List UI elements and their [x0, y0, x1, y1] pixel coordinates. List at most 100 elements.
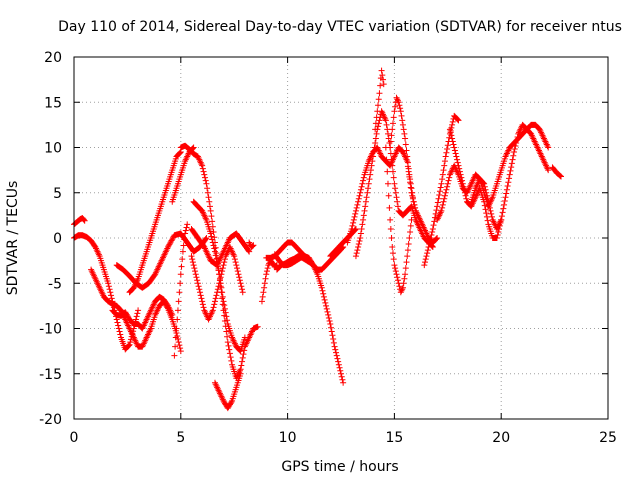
data-point	[498, 213, 505, 220]
data-point	[260, 289, 267, 296]
data-series	[434, 162, 505, 232]
data-point	[221, 302, 228, 309]
data-point	[385, 192, 392, 199]
data-point	[227, 354, 234, 361]
y-tick-label: -10	[39, 322, 62, 338]
data-point	[407, 228, 414, 235]
data-point	[378, 67, 385, 74]
data-point	[250, 242, 257, 249]
data-point	[431, 218, 438, 225]
data-point	[361, 207, 368, 214]
data-point	[495, 228, 502, 235]
data-point	[177, 348, 184, 355]
data-point	[254, 323, 261, 330]
data-point	[386, 139, 393, 146]
data-point	[195, 283, 202, 290]
data-point	[482, 206, 489, 213]
data-point	[444, 180, 451, 187]
data-point	[126, 341, 133, 348]
data-point	[105, 280, 112, 287]
data-point	[180, 242, 187, 249]
data-series	[352, 108, 436, 260]
data-point	[373, 114, 380, 121]
data-point	[370, 153, 377, 160]
data-point	[386, 204, 393, 211]
data-point	[454, 116, 461, 123]
data-point	[423, 253, 430, 260]
data-point	[439, 176, 446, 183]
data-point	[453, 153, 460, 160]
data-point	[239, 289, 246, 296]
data-point	[503, 190, 510, 197]
data-point	[167, 240, 174, 247]
data-point	[354, 247, 361, 254]
data-point	[355, 198, 362, 205]
data-point	[503, 186, 510, 193]
data-series	[421, 112, 462, 269]
data-point	[177, 345, 184, 352]
data-point	[446, 126, 453, 133]
data-point	[323, 302, 330, 309]
data-point	[356, 192, 363, 199]
data-point	[442, 189, 449, 196]
data-point	[448, 124, 455, 131]
data-point	[174, 333, 181, 340]
data-point	[165, 242, 172, 249]
data-point	[232, 259, 239, 266]
data-point	[238, 362, 245, 369]
data-point	[220, 262, 227, 269]
data-point	[376, 90, 383, 97]
data-point	[216, 275, 223, 282]
data-point	[210, 242, 217, 249]
data-point	[496, 222, 503, 229]
data-point	[338, 370, 344, 377]
data-point	[213, 256, 220, 263]
data-point	[445, 177, 452, 184]
data-point	[430, 222, 437, 229]
data-point	[328, 324, 335, 331]
data-point	[206, 203, 213, 210]
data-point	[459, 180, 466, 187]
data-point	[448, 132, 455, 139]
data-point	[405, 241, 412, 248]
data-point	[238, 283, 245, 290]
data-point	[454, 156, 461, 163]
data-point	[231, 256, 238, 263]
data-point	[397, 108, 404, 115]
data-point	[115, 322, 122, 329]
data-point	[441, 158, 448, 165]
data-point	[379, 72, 386, 79]
data-point	[189, 256, 196, 263]
data-point	[407, 180, 414, 187]
data-point	[438, 207, 445, 214]
y-tick-label: 5	[53, 186, 62, 202]
data-point	[360, 174, 367, 181]
data-point	[380, 81, 387, 88]
data-point	[395, 99, 402, 106]
data-point	[211, 245, 218, 252]
data-point	[424, 250, 431, 257]
data-point	[201, 171, 208, 178]
data-point	[384, 168, 391, 175]
data-point	[391, 108, 398, 115]
data-point	[435, 195, 442, 202]
data-point	[510, 152, 517, 159]
data-point	[350, 219, 357, 226]
data-point	[204, 185, 211, 192]
data-point	[437, 184, 444, 191]
data-point	[392, 268, 399, 275]
data-point	[487, 207, 494, 214]
plot-frame	[73, 56, 609, 420]
data-point	[383, 156, 390, 163]
data-point	[179, 248, 186, 255]
data-point	[188, 253, 195, 260]
data-point	[484, 217, 491, 224]
data-point	[200, 168, 207, 175]
x-tick-label: 25	[599, 430, 617, 446]
data-point	[197, 292, 204, 299]
data-point	[392, 189, 399, 196]
data-point	[397, 105, 404, 112]
data-point	[505, 179, 512, 186]
data-point	[370, 149, 377, 156]
